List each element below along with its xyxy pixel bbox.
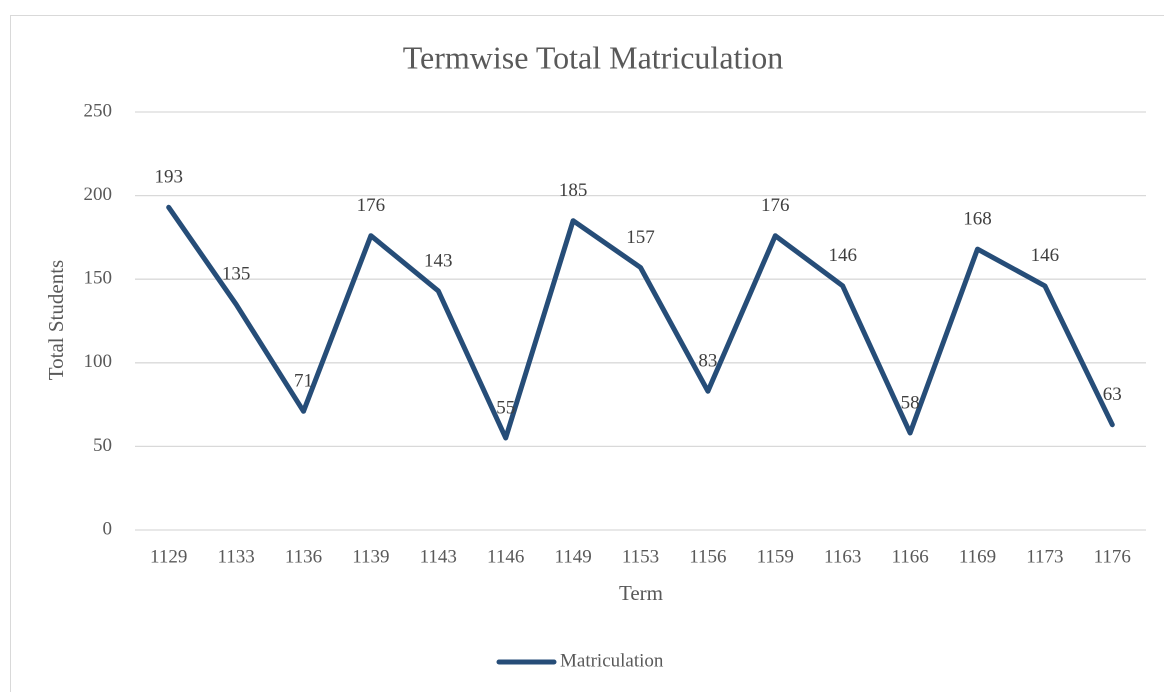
x-tick-label: 1159 xyxy=(757,546,794,567)
legend-label: Matriculation xyxy=(560,650,664,671)
x-axis-title: Term xyxy=(619,581,663,605)
x-tick-label: 1136 xyxy=(285,546,322,567)
x-tick-label: 1169 xyxy=(959,546,996,567)
y-tick-label: 100 xyxy=(84,351,113,372)
x-tick-label: 1129 xyxy=(150,546,187,567)
x-tick-label: 1139 xyxy=(352,546,389,567)
y-tick-label: 50 xyxy=(93,435,112,456)
x-tick-label: 1153 xyxy=(622,546,659,567)
data-label: 146 xyxy=(828,245,857,266)
data-line xyxy=(166,204,1115,441)
data-label: 176 xyxy=(761,195,790,216)
data-label: 63 xyxy=(1103,384,1122,405)
data-label: 55 xyxy=(496,397,515,418)
data-label: 168 xyxy=(963,208,992,229)
data-label: 143 xyxy=(424,250,453,271)
x-tick-label: 1173 xyxy=(1026,546,1063,567)
data-label: 71 xyxy=(294,371,313,392)
chart-border xyxy=(10,15,1164,692)
data-label: 157 xyxy=(626,227,655,248)
data-label: 135 xyxy=(222,264,251,285)
x-tick-label: 1156 xyxy=(689,546,726,567)
x-tick-label: 1143 xyxy=(420,546,457,567)
data-label: 185 xyxy=(559,180,588,201)
data-label: 146 xyxy=(1031,245,1060,266)
x-tick-label: 1166 xyxy=(891,546,928,567)
chart-title: Termwise Total Matriculation xyxy=(403,39,784,75)
y-tick-label: 200 xyxy=(84,184,113,205)
x-tick-label: 1163 xyxy=(824,546,861,567)
y-tick-label: 250 xyxy=(84,100,113,121)
x-tick-label: 1149 xyxy=(554,546,591,567)
y-tick-label: 150 xyxy=(84,268,113,289)
data-label: 176 xyxy=(357,195,386,216)
x-tick-label: 1133 xyxy=(217,546,254,567)
data-label: 58 xyxy=(901,392,920,413)
data-label: 83 xyxy=(698,351,717,372)
data-label: 193 xyxy=(154,167,183,188)
y-axis-title: Total Students xyxy=(44,260,68,380)
y-tick-label: 0 xyxy=(103,518,113,539)
x-tick-label: 1146 xyxy=(487,546,524,567)
x-tick-label: 1176 xyxy=(1094,546,1131,567)
